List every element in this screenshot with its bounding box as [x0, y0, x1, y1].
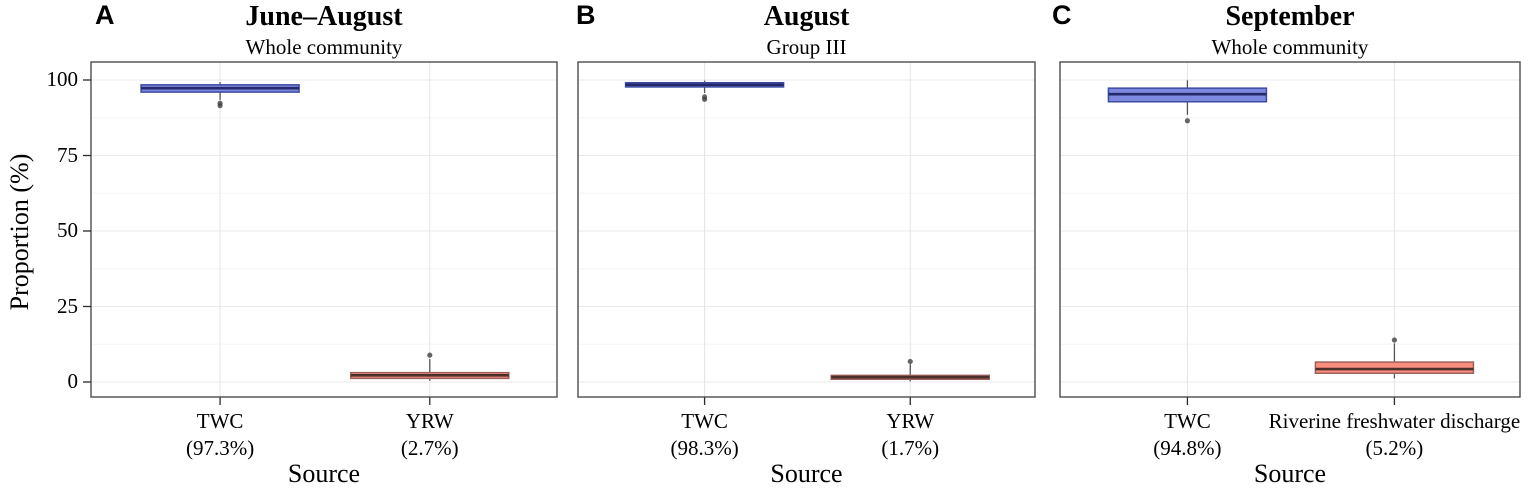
panel-c-xaxis-label: Source: [1253, 459, 1327, 488]
panel-letter-b: B: [576, 0, 596, 30]
y-tick-label: 75: [57, 142, 78, 167]
panel-a-subtitle: Whole community: [245, 35, 403, 59]
x-tick-label-name: Riverine freshwater discharge: [1268, 409, 1521, 433]
outlier-point: [1391, 337, 1398, 343]
x-tick-label-name: TWC: [196, 409, 244, 433]
panel-b-title: August: [763, 1, 850, 32]
x-tick-label-percent: (97.3%): [185, 436, 255, 460]
panel-border: [577, 61, 1036, 398]
panel-c-title: September: [1225, 1, 1355, 32]
x-tick-label-percent: (98.3%): [670, 436, 739, 460]
x-tick-label-name: TWC: [1164, 409, 1211, 433]
x-tick-label-percent: (1.7%): [881, 436, 940, 460]
y-tick-label: 100: [46, 67, 79, 91]
y-tick-label: 25: [57, 293, 78, 318]
outlier-point: [701, 94, 708, 100]
panel-border: [90, 61, 558, 398]
x-tick-label-percent: (5.2%): [1365, 436, 1424, 460]
panel-a-xaxis-label: Source: [287, 459, 361, 488]
panel-letter-a: A: [95, 0, 115, 30]
x-tick-label-name: TWC: [681, 409, 728, 433]
panel-letter-c: C: [1052, 0, 1072, 30]
x-tick-label-percent: (94.8%): [1153, 436, 1222, 460]
y-tick-label: 0: [67, 369, 79, 393]
panel-a-title: June–August: [245, 1, 403, 32]
panel-b-subtitle: Group III: [766, 35, 847, 59]
outlier-point: [1184, 118, 1191, 124]
panel-border: [1059, 61, 1521, 398]
x-tick-label-percent: (2.7%): [400, 436, 459, 460]
x-tick-label-name: YRW: [405, 409, 454, 433]
box-red: [1314, 361, 1475, 374]
panel-b-xaxis-label: Source: [770, 459, 843, 488]
panel-c-subtitle: Whole community: [1211, 35, 1369, 59]
outlier-point: [427, 352, 433, 358]
y-tick-label: 50: [57, 218, 78, 242]
outlier-point: [217, 100, 223, 106]
x-tick-label-name: YRW: [886, 409, 935, 433]
outlier-point: [907, 358, 913, 365]
